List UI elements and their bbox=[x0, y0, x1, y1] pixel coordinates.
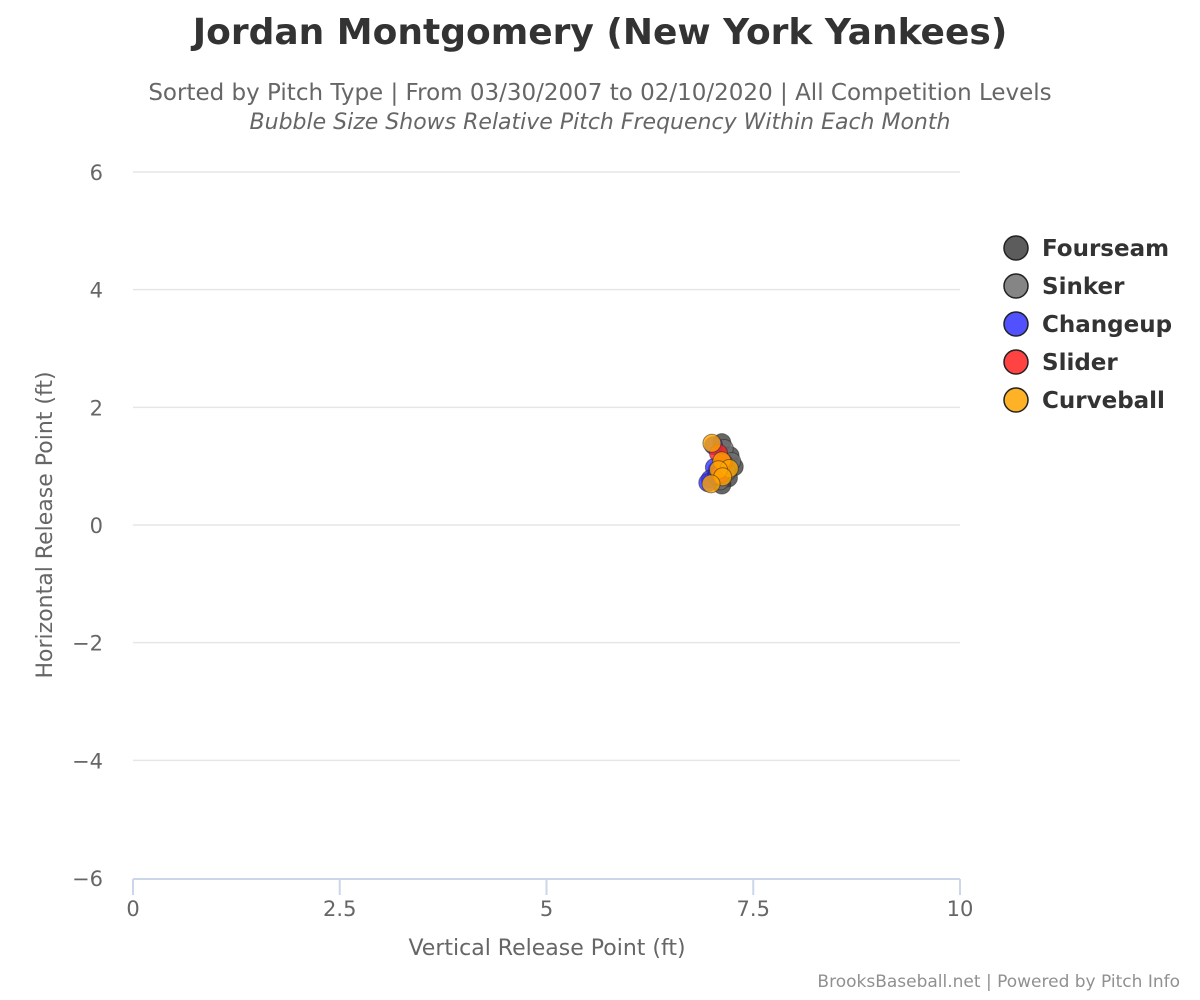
x-axis-title: Vertical Release Point (ft) bbox=[408, 936, 685, 961]
y-tick-label: 0 bbox=[90, 514, 103, 538]
legend-item-slider[interactable]: Slider bbox=[1003, 349, 1118, 376]
legend-label: Slider bbox=[1042, 350, 1118, 376]
legend-label: Fourseam bbox=[1042, 236, 1169, 262]
axes: 6 4 2 0 −2 −4 −6 0 2.5 5 7.5 10 bbox=[72, 161, 973, 921]
legend-marker bbox=[1003, 311, 1029, 337]
data-point-curveball[interactable] bbox=[702, 433, 722, 453]
legend[interactable]: Fourseam Sinker Changeup Slider Curveball bbox=[1003, 235, 1172, 414]
x-tick-label: 10 bbox=[947, 897, 974, 921]
x-tick-label: 5 bbox=[540, 897, 553, 921]
legend-marker bbox=[1003, 235, 1029, 261]
data-points bbox=[698, 433, 744, 495]
legend-label: Sinker bbox=[1042, 274, 1125, 300]
x-tick-label: 0 bbox=[126, 897, 139, 921]
chart-subtitle-note: Bubble Size Shows Relative Pitch Frequen… bbox=[249, 110, 951, 135]
legend-marker bbox=[1003, 349, 1029, 375]
y-tick-label: 4 bbox=[90, 279, 103, 303]
x-tick-label: 2.5 bbox=[323, 897, 356, 921]
y-tick-label: −2 bbox=[72, 632, 103, 656]
legend-label: Changeup bbox=[1042, 312, 1172, 338]
y-axis-title: Horizontal Release Point (ft) bbox=[33, 371, 58, 678]
legend-item-fourseam[interactable]: Fourseam bbox=[1003, 235, 1169, 262]
x-tick-label: 7.5 bbox=[737, 897, 770, 921]
legend-item-curveball[interactable]: Curveball bbox=[1003, 387, 1165, 414]
legend-item-sinker[interactable]: Sinker bbox=[1003, 273, 1125, 300]
grid-lines bbox=[133, 171, 960, 762]
chart-subtitle: Sorted by Pitch Type | From 03/30/2007 t… bbox=[148, 80, 1052, 106]
legend-marker bbox=[1003, 273, 1029, 299]
y-tick-label: −6 bbox=[72, 867, 103, 891]
legend-item-changeup[interactable]: Changeup bbox=[1003, 311, 1172, 338]
data-point-curveball[interactable] bbox=[701, 474, 721, 494]
chart-title: Jordan Montgomery (New York Yankees) bbox=[192, 12, 1008, 53]
y-tick-label: 6 bbox=[90, 161, 103, 185]
y-tick-label: −4 bbox=[72, 749, 103, 773]
credits-link[interactable]: BrooksBaseball.net | Powered by Pitch In… bbox=[817, 972, 1180, 992]
y-tick-label: 2 bbox=[90, 396, 103, 420]
legend-marker bbox=[1003, 387, 1029, 413]
legend-label: Curveball bbox=[1042, 388, 1165, 414]
